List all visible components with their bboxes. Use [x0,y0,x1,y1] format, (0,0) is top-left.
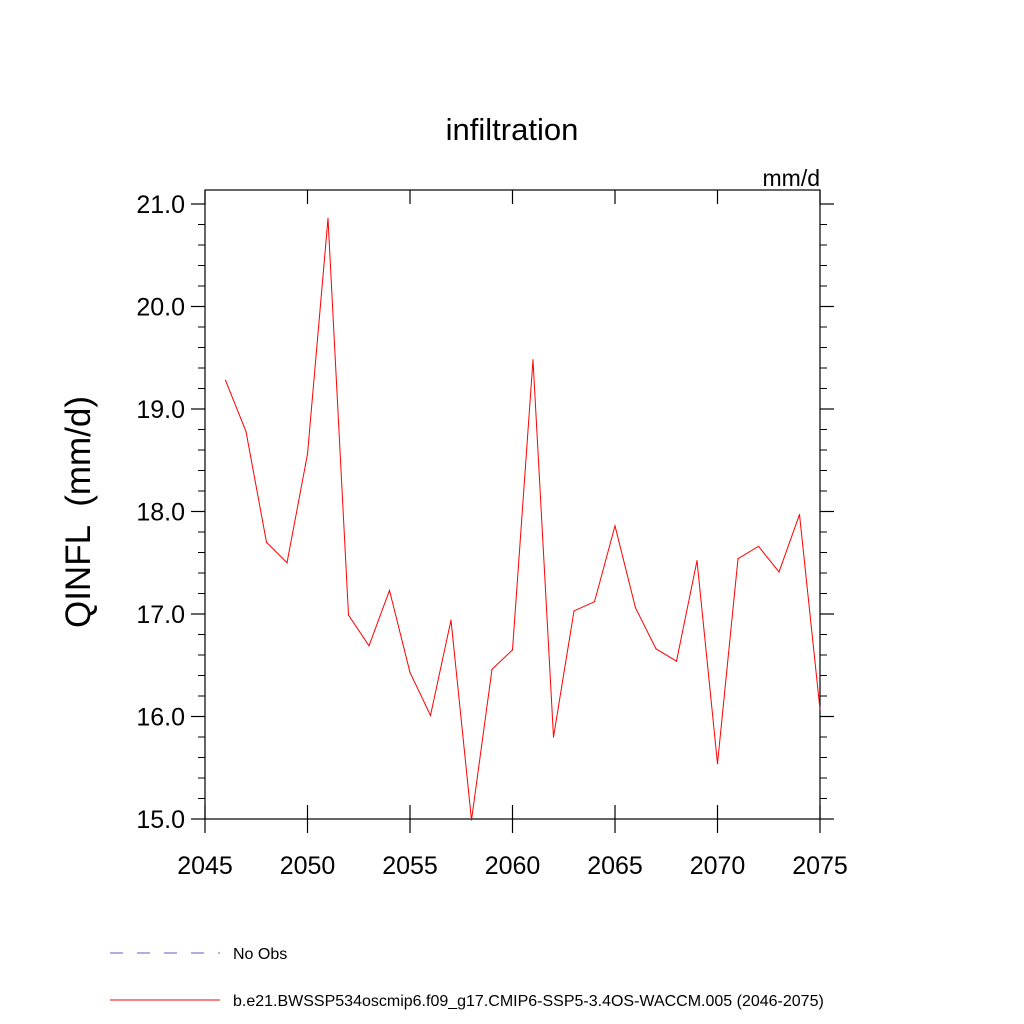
data-point [593,601,596,603]
legend: No Obs b.e21.BWSSP534oscmip6.f09_g17.CMI… [110,946,824,1010]
y-axis-label: QINFL (mm/d) [59,396,98,628]
data-point [429,714,432,717]
data-point [224,379,227,381]
x-tick-label: 2045 [177,852,233,880]
data-point [347,614,350,616]
data-point [491,668,493,670]
data-point [368,645,370,647]
data-point [798,513,801,516]
y-tick-label: 21.0 [136,191,185,219]
x-ticks: 2045 2050 2055 2060 2065 2070 2075 [177,190,848,880]
x-tick-label: 2055 [382,852,438,880]
data-point [614,525,616,527]
data-point [245,430,247,433]
data-point [388,589,391,592]
x-tick-label: 2065 [587,852,643,880]
data-point [327,217,329,219]
data-point [265,541,268,543]
x-tick-label: 2050 [280,852,336,880]
data-point [716,763,719,765]
legend-item-no-obs: No Obs [110,946,287,963]
data-point [655,648,657,650]
legend-label-model-run: b.e21.BWSSP534oscmip6.f09_g17.CMIP6-SSP5… [233,993,824,1010]
y-tick-label: 17.0 [136,601,185,629]
chart-title: infiltration [446,112,579,147]
y-tick-label: 18.0 [136,499,185,527]
data-point [778,571,780,573]
y-tick-label: 16.0 [136,704,185,732]
units-label: mm/d [763,165,821,191]
series-line-0 [225,218,821,821]
x-tick-label: 2070 [690,852,746,880]
data-point [757,545,760,547]
data-point [306,453,309,455]
data-point [819,708,821,710]
data-point [286,562,288,564]
y-tick-label: 15.0 [136,806,185,834]
legend-label-no-obs: No Obs [233,946,287,963]
data-point [409,671,411,674]
data-point [573,610,575,612]
x-tick-label: 2075 [792,852,848,880]
legend-item-model-run: b.e21.BWSSP534oscmip6.f09_g17.CMIP6-SSP5… [110,993,824,1010]
data-point [696,560,698,562]
x-tick-label: 2060 [485,852,541,880]
data-point [675,660,678,662]
data-point [737,558,739,560]
data-point [532,359,534,361]
data-point [450,619,452,621]
series-layer [224,217,821,821]
data-point [511,649,514,651]
data-point [552,736,555,738]
data-point [634,607,637,609]
y-tick-label: 20.0 [136,294,185,322]
data-point [470,819,473,821]
y-tick-label: 19.0 [136,396,185,424]
plot-frame [204,189,821,820]
y-ticks: 15.0 16.0 17.0 18.0 19.0 20.0 21.0 [136,191,834,834]
